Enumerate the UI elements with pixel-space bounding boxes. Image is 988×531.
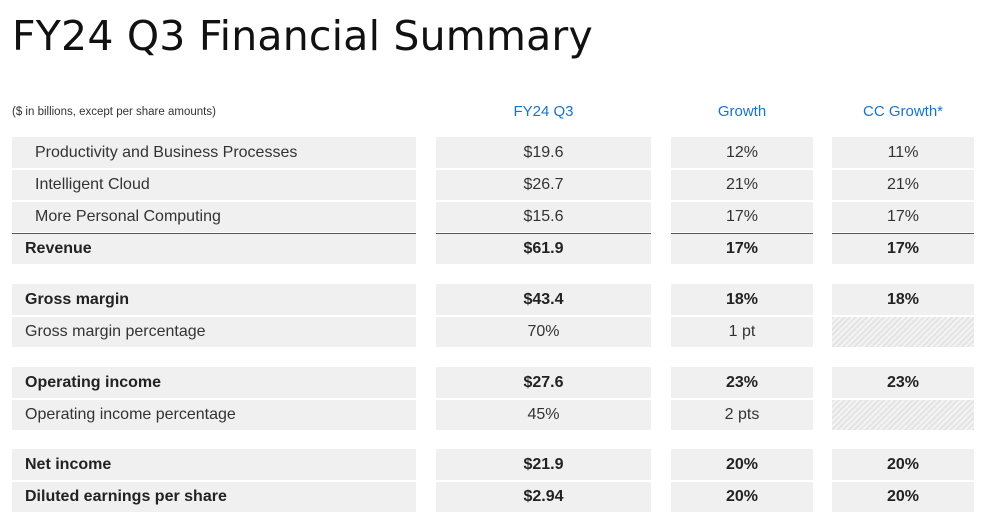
row-cc-growth: 17% (832, 201, 974, 232)
row-value: $43.4 (436, 284, 651, 315)
row-label-diluted-eps: Diluted earnings per share (12, 481, 416, 512)
row-value: $15.6 (436, 201, 651, 232)
row-growth: 20% (671, 481, 813, 512)
row-growth: 23% (671, 367, 813, 398)
row-value: 45% (436, 399, 651, 430)
row-label: Operating income percentage (12, 399, 416, 430)
row-label-revenue: Revenue (12, 233, 416, 264)
row-value: $61.9 (436, 233, 651, 264)
row-value: 70% (436, 316, 651, 347)
header-fy24-q3: FY24 Q3 (513, 103, 574, 120)
row-growth: 20% (671, 449, 813, 480)
row-label-operating-income: Operating income (12, 367, 416, 398)
row-cc-growth: 11% (832, 137, 974, 168)
row-label-gross-margin: Gross margin (12, 284, 416, 315)
row-label: Productivity and Business Processes (12, 137, 416, 168)
row-cc-growth: 20% (832, 449, 974, 480)
row-cc-growth: 17% (832, 233, 974, 264)
row-value: $21.9 (436, 449, 651, 480)
row-value: $26.7 (436, 169, 651, 200)
row-growth: 18% (671, 284, 813, 315)
row-label: More Personal Computing (12, 201, 416, 232)
row-cc-growth-na (832, 399, 974, 430)
row-cc-growth: 18% (832, 284, 974, 315)
row-growth: 1 pt (671, 316, 813, 347)
units-note: ($ in billions, except per share amounts… (12, 106, 216, 118)
page-title: FY24 Q3 Financial Summary (12, 12, 593, 60)
row-value: $27.6 (436, 367, 651, 398)
row-label: Intelligent Cloud (12, 169, 416, 200)
row-cc-growth: 23% (832, 367, 974, 398)
header-cc-growth: CC Growth* (862, 103, 944, 120)
row-cc-growth: 20% (832, 481, 974, 512)
row-growth: 17% (671, 201, 813, 232)
row-cc-growth-na (832, 316, 974, 347)
header-growth: Growth (717, 103, 767, 120)
row-growth: 12% (671, 137, 813, 168)
row-value: $19.6 (436, 137, 651, 168)
row-value: $2.94 (436, 481, 651, 512)
row-growth: 2 pts (671, 399, 813, 430)
row-label-net-income: Net income (12, 449, 416, 480)
row-growth: 21% (671, 169, 813, 200)
row-label: Gross margin percentage (12, 316, 416, 347)
row-cc-growth: 21% (832, 169, 974, 200)
row-growth: 17% (671, 233, 813, 264)
